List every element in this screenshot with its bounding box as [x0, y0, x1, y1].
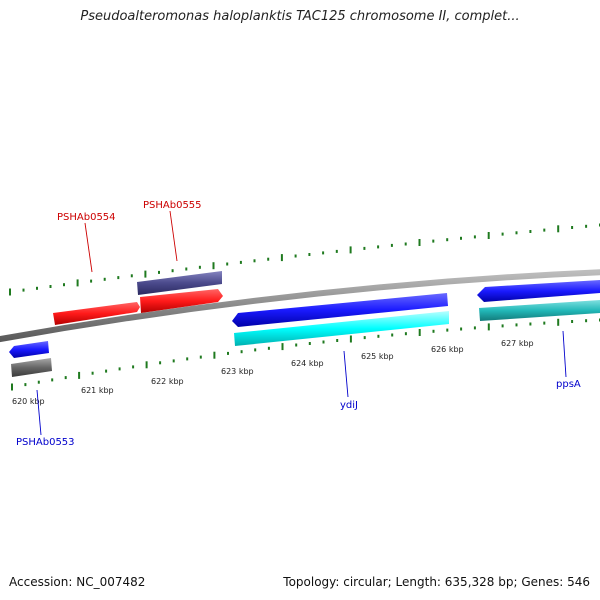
gene-navy[interactable] — [137, 271, 222, 295]
gene-red-1[interactable] — [53, 302, 140, 325]
scale-label-625: 625 kbp — [361, 352, 394, 361]
outer-tick-ring — [9, 223, 600, 296]
leader-ppsa — [562, 330, 567, 378]
gene-blue-small[interactable] — [9, 341, 49, 358]
gene-label-pshab0555[interactable]: PSHAb0555 — [143, 200, 202, 211]
gene-label-pshab0553[interactable]: PSHAb0553 — [16, 437, 75, 448]
gene-blue-1[interactable] — [232, 293, 448, 327]
gene-label-ppsa[interactable]: ppsA — [556, 379, 581, 390]
leader-ydij — [343, 350, 349, 398]
scale-label-626: 626 kbp — [431, 345, 464, 354]
gene-gray[interactable] — [11, 358, 52, 377]
scale-label-621: 621 kbp — [81, 386, 114, 395]
gene-labels: PSHAb0554 PSHAb0555 PSHAb0553 ydiJ ppsA — [16, 200, 581, 448]
map-title: Pseudoalteromonas haloplanktis TAC125 ch… — [80, 9, 520, 24]
scale-label-622: 622 kbp — [151, 377, 184, 386]
gene-teal[interactable] — [479, 300, 600, 321]
inner-tick-ring — [11, 318, 600, 391]
scale-label-623: 623 kbp — [221, 367, 254, 376]
chromosome-backbone — [0, 269, 600, 343]
label-leaders — [36, 210, 567, 436]
leader-pshab0553 — [36, 389, 42, 436]
gene-label-ydij[interactable]: ydiJ — [340, 400, 358, 411]
leader-pshab0555 — [169, 210, 178, 262]
scale-label-624: 624 kbp — [291, 359, 324, 368]
topology-summary: Topology: circular; Length: 635,328 bp; … — [283, 575, 590, 589]
scale-label-627: 627 kbp — [501, 339, 534, 348]
gene-blue-2[interactable] — [477, 280, 600, 302]
scale-label-620: 620 kbp — [12, 397, 45, 406]
gene-red-2[interactable] — [140, 289, 223, 313]
scale-labels: 620 kbp 621 kbp 622 kbp 623 kbp 624 kbp … — [12, 339, 534, 406]
gene-label-pshab0554[interactable]: PSHAb0554 — [57, 212, 116, 223]
accession-text: Accession: NC_007482 — [9, 575, 146, 589]
gene-cyan[interactable] — [234, 311, 449, 346]
leader-pshab0554 — [84, 222, 93, 273]
